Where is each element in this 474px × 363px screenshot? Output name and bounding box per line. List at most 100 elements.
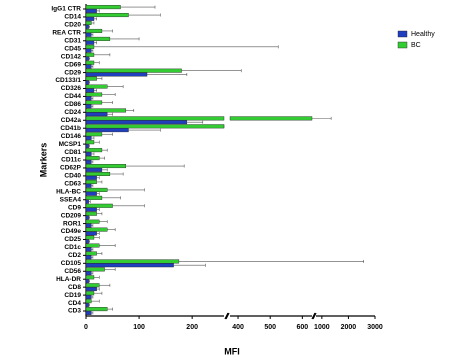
y-tick-label: CD25 [64,236,81,243]
y-tick-label: HLA-DR [56,276,81,283]
y-tick-label: CD133/1 [55,77,81,84]
bar [85,223,92,228]
y-tick-label: CD44 [64,93,81,100]
y-tick-label: CD8 [68,284,81,291]
bar [85,80,89,85]
bar [85,255,92,260]
y-tick-label: CD9 [68,204,81,211]
x-tick-label: 1000 [314,324,330,331]
bar [85,64,92,69]
x-tick-label: 3000 [367,324,383,331]
x-tick-label: 600 [297,324,309,331]
bar [85,96,92,101]
bar [85,44,95,49]
bar [85,16,95,21]
bar [85,112,108,117]
y-axis-title: Markers [38,143,48,178]
bar [85,108,127,113]
y-tick-label: CD40 [64,173,81,180]
axis-break [225,312,230,320]
bar [85,8,97,13]
y-tick-label: CD31 [64,38,81,45]
y-tick-label: CD41b [60,125,81,132]
bar [85,128,129,133]
bar [85,199,89,204]
bar [85,92,103,97]
y-tick-label: CD86 [64,101,81,108]
bar [85,32,92,37]
bar [85,299,92,304]
axis-break [311,312,316,320]
bar [85,167,103,172]
x-tick-label: 0 [84,324,88,331]
bar [85,267,105,272]
bar [85,219,100,224]
bar [85,243,100,248]
y-tick-label: CD69 [64,61,81,68]
bar [85,195,103,200]
bar [85,68,182,73]
bar [85,84,108,89]
axis-break [224,312,229,320]
bar [85,144,89,149]
y-tick-label: ROR1 [63,220,81,227]
y-tick-label: MCSP1 [59,141,82,148]
bar [85,148,103,153]
y-tick-label: CD14 [64,14,81,21]
bar [85,164,127,169]
y-tick-label: CD29 [64,69,81,76]
y-tick-label: CD146 [61,133,82,140]
bar [85,156,100,161]
bar [85,235,95,240]
bar [85,211,97,216]
bar [85,140,95,145]
bar [85,5,121,10]
bar [85,179,97,184]
bar [85,187,108,192]
y-tick-label: CD63 [64,181,81,188]
bar [85,100,103,105]
bar [85,283,100,288]
legend-label: BC [411,42,421,49]
bar [229,116,313,121]
bar [85,60,95,65]
bar [85,287,97,292]
y-tick-label: CD142 [61,53,82,60]
y-tick-label: CD209 [61,212,82,219]
y-tick-label: CD24 [64,109,81,116]
bar [85,40,95,45]
y-tick-label: IgG1 CTR [51,6,81,13]
bar [85,183,92,188]
bar [85,279,89,284]
x-axis-title: MFI [224,346,240,356]
bar [85,231,97,236]
bar [85,310,92,315]
bar [85,76,97,81]
axis-break [312,312,317,320]
y-tick-label: CD326 [61,85,82,92]
bar [85,151,92,156]
y-tick-label: CD1c [64,244,81,251]
bar [85,271,92,276]
bar [85,227,108,232]
bar [85,263,174,268]
x-tick-label: 400 [232,324,244,331]
y-tick-label: CD81 [64,149,81,156]
bar [85,203,113,208]
y-tick-label: CD56 [64,268,81,275]
y-tick-label: CD62P [60,165,82,172]
bar [85,13,129,18]
y-tick-label: CD4 [68,300,81,307]
bar [85,72,148,77]
bar [85,48,92,53]
bar [85,207,97,212]
bar [85,36,111,41]
bar [85,104,92,109]
legend-swatch [397,41,408,49]
y-tick-label: CD49e [61,228,82,235]
y-tick-label: CD2 [68,252,81,259]
bar [85,88,95,93]
bar [85,191,97,196]
bar [85,136,92,141]
